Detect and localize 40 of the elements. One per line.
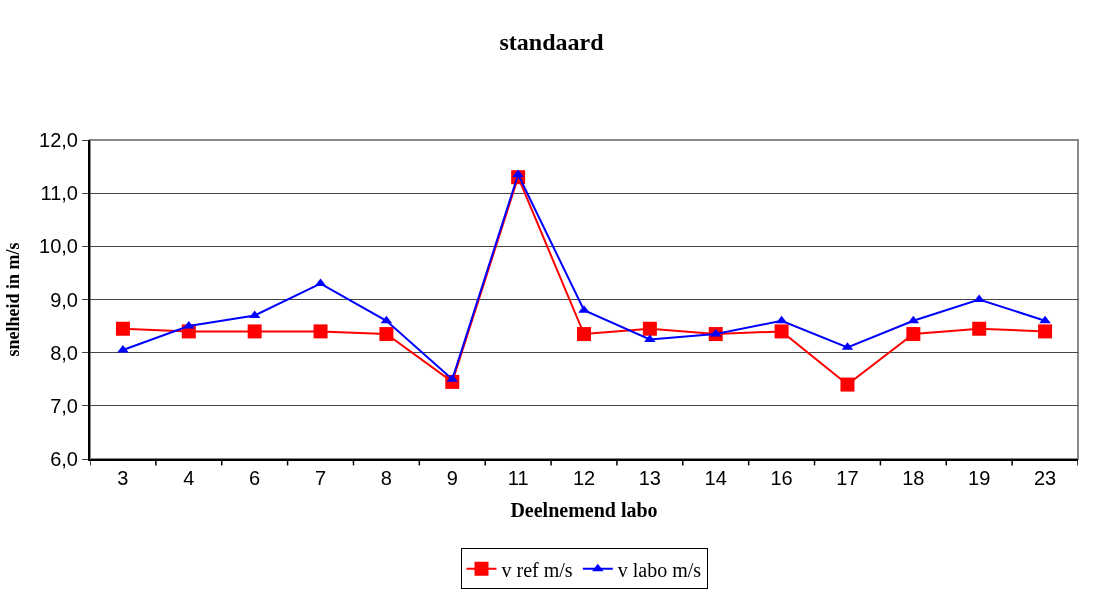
y-tick-label: 6,0: [50, 448, 78, 470]
point: [379, 327, 394, 342]
y-tick-label: 8,0: [50, 341, 78, 364]
x-tick-label: 8: [380, 467, 392, 489]
point: [840, 377, 855, 392]
x-tick-label: 6: [249, 467, 261, 489]
legend-label: v ref m/s: [501, 558, 573, 581]
point: [247, 324, 262, 339]
point: [774, 324, 789, 339]
x-tick-label: 18: [902, 467, 925, 489]
x-tick-label: 14: [704, 467, 727, 489]
y-axis-title: snelheid in m/s: [2, 242, 23, 357]
x-tick-label: 4: [183, 467, 195, 489]
point: [115, 321, 130, 336]
chart-title: standaard: [499, 29, 605, 56]
point: [1038, 324, 1053, 339]
point: [512, 169, 524, 178]
y-tick-label: 7,0: [50, 394, 78, 417]
x-tick-label: 16: [770, 467, 793, 489]
x-tick-label: 7: [314, 467, 327, 489]
point: [906, 327, 921, 342]
point: [972, 321, 987, 336]
x-tick-label: 3: [117, 467, 129, 489]
y-tick-label: 10,0: [39, 235, 78, 258]
x-tick-label: 23: [1033, 467, 1057, 489]
point: [1039, 315, 1051, 324]
y-tick-label: 12,0: [39, 129, 78, 151]
x-tick-label: 12: [572, 467, 596, 489]
y-tick-label: 9,0: [50, 288, 78, 311]
x-tick-label: 19: [968, 467, 991, 489]
x-tick-label: 13: [638, 467, 661, 489]
x-axis-title: Deelnemend labo: [510, 499, 658, 521]
x-tick-label: 9: [446, 467, 458, 489]
x-tick-label: 17: [836, 467, 859, 489]
point: [577, 327, 591, 342]
point: [642, 321, 657, 336]
legend-label: v labo m/s: [617, 558, 702, 581]
y-tick-label: 11,0: [40, 182, 78, 205]
x-tick-label: 11: [507, 467, 529, 489]
point: [313, 324, 328, 339]
